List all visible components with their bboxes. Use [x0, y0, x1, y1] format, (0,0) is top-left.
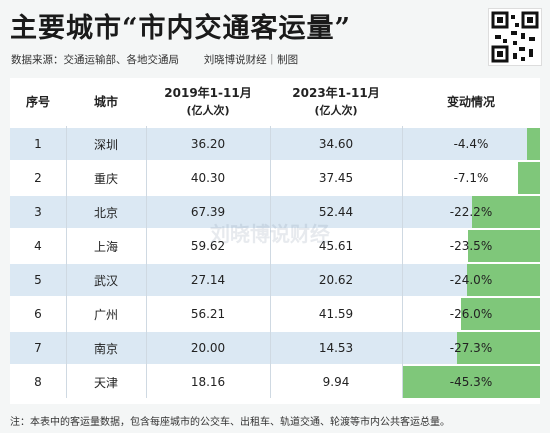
change-bar	[472, 196, 540, 228]
row-city: 深圳	[93, 137, 118, 152]
row-city: 北京	[93, 205, 118, 220]
row-number: 6	[34, 307, 42, 321]
change-bar	[402, 366, 540, 398]
table-row: 6 广州 56.21 41.59 -26.0%	[10, 298, 540, 330]
row-number: 3	[34, 205, 42, 219]
author-text: 刘晓博说财经｜制图	[203, 54, 299, 66]
header-city: 城市	[93, 94, 118, 109]
change-bar	[468, 230, 540, 262]
row-value-2019: 59.62	[190, 239, 226, 253]
change-bar	[456, 332, 540, 364]
row-value-2023: 14.53	[318, 341, 354, 355]
column-divider	[146, 126, 147, 398]
row-number: 5	[34, 273, 42, 287]
row-value-2019: 20.00	[190, 341, 226, 355]
row-value-2019: 27.14	[190, 273, 226, 287]
row-city: 重庆	[93, 171, 118, 186]
row-city: 天津	[93, 375, 118, 390]
footnote: 注：本表中的客运量数据，包含每座城市的公交车、出租车、轨道交通、轮渡等市内公共客…	[10, 417, 450, 428]
change-bar	[526, 128, 540, 160]
row-value-2019: 40.30	[190, 171, 226, 185]
row-change: -26.0%	[402, 298, 540, 330]
row-value-2023: 37.45	[318, 171, 354, 185]
row-change: -45.3%	[402, 366, 540, 398]
row-change: -23.5%	[402, 230, 540, 262]
row-change: -27.3%	[402, 332, 540, 364]
qr-code-icon	[491, 11, 539, 63]
table-row: 8 天津 18.16 9.94 -45.3%	[10, 366, 540, 398]
row-city: 南京	[93, 341, 118, 356]
change-percent: -23.5%	[449, 239, 493, 253]
qr-code	[488, 8, 542, 66]
row-value-2019: 67.39	[190, 205, 226, 219]
header-2019: 2019年1-11月 (亿人次)	[164, 86, 252, 117]
change-percent: -45.3%	[449, 375, 493, 389]
row-value-2019: 56.21	[190, 307, 226, 321]
row-change: -4.4%	[402, 128, 540, 160]
table-row: 2 重庆 40.30 37.45 -7.1%	[10, 162, 540, 194]
change-percent: -26.0%	[449, 307, 493, 321]
table-row: 3 北京 67.39 52.44 -22.2%	[10, 196, 540, 228]
row-value-2019: 18.16	[190, 375, 226, 389]
watermark: 刘晓博说财经	[210, 222, 330, 246]
row-number: 7	[34, 341, 42, 355]
change-percent: -27.3%	[449, 341, 493, 355]
row-number: 1	[34, 137, 42, 151]
row-change: -22.2%	[402, 196, 540, 228]
row-value-2019: 36.20	[190, 137, 226, 151]
column-divider	[402, 126, 403, 398]
table-row: 1 深圳 36.20 34.60 -4.4%	[10, 128, 540, 160]
table-row: 4 上海 59.62 45.61 -23.5%	[10, 230, 540, 262]
source-text: 数据来源：交通运输部、各地交通局	[11, 54, 179, 66]
change-percent: -4.4%	[453, 137, 489, 151]
change-percent: -22.2%	[449, 205, 493, 219]
page-title: 主要城市“市内交通客运量”	[10, 13, 352, 44]
row-value-2023: 9.94	[322, 375, 350, 389]
row-value-2023: 20.62	[318, 273, 354, 287]
row-number: 4	[34, 239, 42, 253]
row-city: 武汉	[93, 273, 118, 288]
table-row: 7 南京 20.00 14.53 -27.3%	[10, 332, 540, 364]
change-bar	[460, 298, 540, 330]
header-2023: 2023年1-11月 (亿人次)	[292, 86, 380, 117]
header-change: 变动情况	[446, 94, 495, 109]
row-number: 8	[34, 375, 42, 389]
change-bar	[466, 264, 540, 296]
change-percent: -7.1%	[453, 171, 489, 185]
row-value-2023: 34.60	[318, 137, 354, 151]
table-header-row: 序号 城市 2019年1-11月 (亿人次) 2023年1-11月 (亿人次) …	[10, 78, 540, 126]
column-divider	[270, 126, 271, 398]
row-value-2023: 41.59	[318, 307, 354, 321]
row-city: 上海	[93, 239, 118, 254]
row-value-2023: 45.61	[318, 239, 354, 253]
row-change: -7.1%	[402, 162, 540, 194]
row-city: 广州	[93, 307, 118, 322]
header-no: 序号	[25, 94, 50, 109]
row-number: 2	[34, 171, 42, 185]
change-percent: -24.0%	[449, 273, 493, 287]
table-grid: 序号 城市 2019年1-11月 (亿人次) 2023年1-11月 (亿人次) …	[10, 78, 540, 398]
column-divider	[66, 126, 67, 398]
change-bar	[518, 162, 540, 194]
data-table: 序号 城市 2019年1-11月 (亿人次) 2023年1-11月 (亿人次) …	[10, 78, 540, 404]
row-value-2023: 52.44	[318, 205, 354, 219]
table-row: 5 武汉 27.14 20.62 -24.0%	[10, 264, 540, 296]
row-change: -24.0%	[402, 264, 540, 296]
source-line: 数据来源：交通运输部、各地交通局 刘晓博说财经｜制图	[11, 52, 298, 67]
